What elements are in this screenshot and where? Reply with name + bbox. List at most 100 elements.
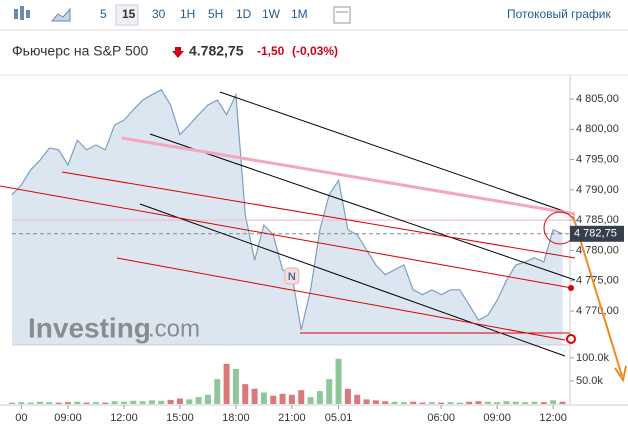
watermark-suffix: .com (148, 315, 200, 342)
streaming-chart-link[interactable]: Потоковый график (507, 7, 611, 21)
y-tick-label: 4 775,00 (576, 275, 619, 287)
y-tick-label: 100.0k (576, 352, 610, 364)
volume-bar (139, 401, 146, 404)
volume-bar (447, 402, 454, 404)
interval-button[interactable]: 1H (180, 7, 195, 21)
volume-bar (186, 399, 193, 404)
volume-bar (27, 402, 34, 404)
volume-bar (475, 401, 482, 404)
arrow (572, 215, 623, 377)
volume-bar (74, 401, 81, 404)
interval-button[interactable]: 15 (122, 7, 136, 21)
volume-bar (298, 390, 305, 404)
volume-bar (456, 402, 463, 404)
interval-button[interactable]: 1D (236, 7, 252, 21)
y-tick-label: 4 770,00 (576, 305, 619, 317)
interval-active (115, 4, 139, 26)
volume-bar (83, 402, 90, 404)
volume-bar (372, 400, 379, 404)
interval-button[interactable]: 5 (100, 7, 107, 21)
x-tick-label: 09:00 (483, 412, 511, 424)
x-tick-label: 12:00 (539, 412, 567, 424)
y-tick-label: 4 790,00 (576, 184, 619, 196)
volume-bar (18, 402, 25, 404)
line-end (566, 334, 576, 344)
volume-bar (46, 402, 53, 404)
down-arrow (172, 47, 184, 58)
x-tick-label: 18:00 (222, 412, 250, 424)
volume-bar (270, 395, 277, 404)
volume-bar (400, 402, 407, 404)
last-price-label: 4 782,75 (574, 228, 617, 240)
volume-bar (223, 363, 230, 404)
interval-button[interactable]: 5H (208, 7, 223, 21)
volume-bar (540, 402, 547, 404)
toolbar (0, 0, 628, 30)
trend-line (149, 133, 576, 281)
volume-bar (559, 401, 566, 404)
price: 4.782,75 (189, 43, 244, 59)
volume-bar (64, 402, 71, 404)
volume-bar (428, 402, 435, 404)
volume-bar (260, 392, 267, 404)
volume-bar (111, 401, 118, 404)
volume-bar (242, 384, 249, 404)
change: -1,50 (257, 44, 285, 58)
y-tick-label: 4 785,00 (576, 214, 619, 226)
interval-button[interactable]: 30 (152, 7, 166, 21)
y-tick-label: 50.0k (576, 375, 603, 387)
volume-bar (130, 400, 137, 404)
volume-bar (466, 401, 473, 404)
trend-line (219, 91, 576, 216)
change-pct: (-0,03%) (292, 44, 338, 58)
table-icon[interactable] (333, 6, 351, 24)
volume-bar (288, 394, 295, 404)
line-end (568, 285, 574, 291)
volume-bar (354, 394, 361, 404)
volume-bar (102, 402, 109, 404)
x-tick-label: 15:00 (166, 412, 194, 424)
volume-bar (120, 401, 127, 404)
news-marker-box (284, 267, 300, 285)
volume-bar (158, 400, 165, 404)
x-tick-label: 06:00 (427, 412, 455, 424)
volume-bar (204, 394, 211, 404)
volume-bar (522, 402, 529, 404)
drawings (0, 91, 627, 383)
x-tick-label: 00 (15, 412, 27, 424)
volume-bar (214, 379, 221, 404)
volume-bar (279, 393, 286, 404)
area-icon[interactable] (50, 7, 71, 22)
volume-bar (167, 399, 174, 404)
volume-bar (307, 397, 314, 404)
volume-bar (363, 399, 370, 404)
x-tick-label: 09:00 (54, 412, 82, 424)
x-tick-label: 21:00 (278, 412, 306, 424)
watermark: Investing (28, 312, 151, 343)
volume-bar (410, 401, 417, 404)
last-price-box (570, 225, 624, 242)
volume-bar (55, 402, 62, 404)
instrument-name: Фьючерс на S&P 500 (12, 43, 149, 59)
trend-line (139, 203, 566, 357)
interval-button[interactable]: 1W (262, 7, 281, 21)
volume-bar (512, 401, 519, 404)
trend-line (0, 185, 573, 289)
candle-icon[interactable] (14, 6, 30, 20)
interval-button[interactable]: 1M (291, 7, 308, 21)
volume-bar (148, 400, 155, 404)
x-tick-label: 12:00 (110, 412, 138, 424)
volume-bar (419, 402, 426, 404)
y-tick-label: 4 795,00 (576, 153, 619, 165)
volume-bar (195, 397, 202, 404)
trend-line (121, 136, 576, 216)
area-fill (12, 89, 563, 345)
volume-bar (326, 379, 333, 404)
volume-bar (335, 358, 342, 404)
news-marker[interactable]: N (288, 271, 296, 283)
volume-bar (494, 402, 501, 404)
volume-bar (550, 400, 557, 404)
volume-bar (9, 402, 15, 404)
volume-bar (484, 401, 491, 404)
volume-bar (503, 401, 510, 404)
